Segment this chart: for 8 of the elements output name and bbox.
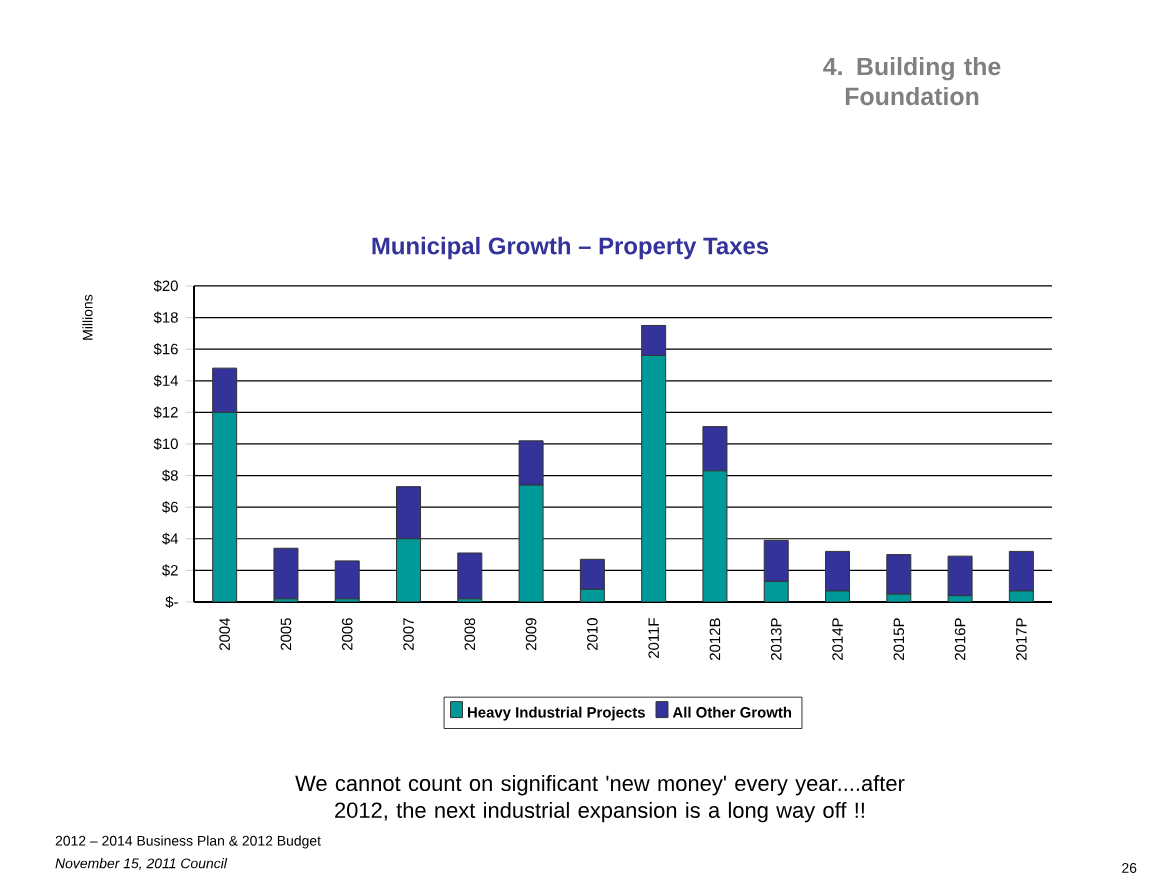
bar xyxy=(334,560,360,600)
bar xyxy=(947,555,973,597)
text: 4. Building the Foundation xyxy=(823,57,1001,106)
bar xyxy=(457,552,483,600)
text: We cannot count on significant 'new money' every year....after 2012, the next industrial expansion is a long way off !! xyxy=(295,775,905,823)
bar xyxy=(273,547,299,600)
bar xyxy=(886,554,912,595)
chart-title: Municipal Growth – Property Taxes xyxy=(372,236,769,260)
